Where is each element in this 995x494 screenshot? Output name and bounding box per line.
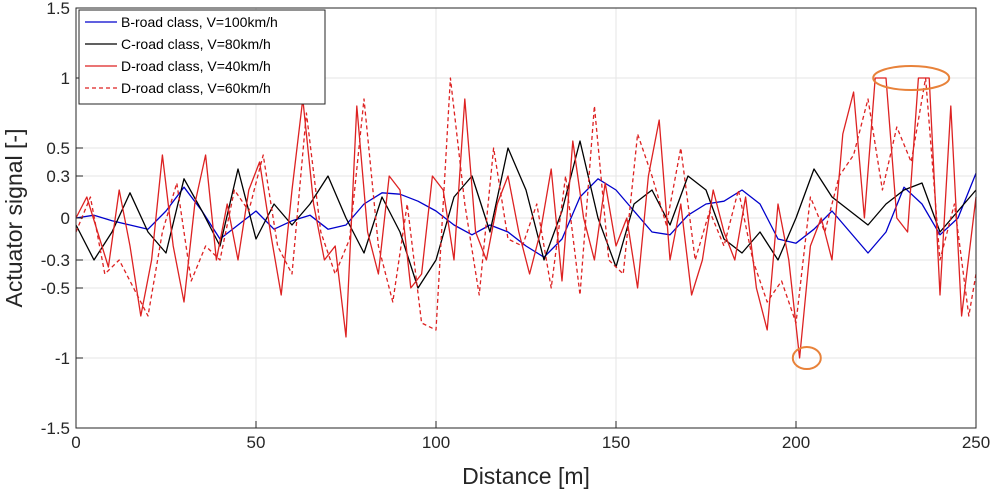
y-tick-label: -0.5 [41, 279, 70, 298]
x-tick-label: 200 [782, 433, 810, 452]
x-tick-labels: 0 50 100 150 200 250 [71, 421, 990, 452]
y-tick-label: 1 [61, 69, 70, 88]
annotation-ellipse [872, 65, 951, 91]
series-line-2 [75, 77, 977, 359]
series-group [75, 77, 977, 359]
y-axis-label: Actuator signal [-] [1, 129, 27, 308]
y-tick-label: 0.3 [46, 167, 70, 186]
series-line-3 [75, 77, 977, 331]
legend: B-road class, V=100km/h C-road class, V=8… [78, 9, 326, 105]
y-tick-label: -1 [55, 349, 70, 368]
y-tick-label: 1.5 [46, 0, 70, 18]
annotation-ellipse [791, 346, 822, 370]
y-tick-label: 0 [61, 209, 70, 228]
x-tick-label: 150 [602, 433, 630, 452]
y-tick-label: -0.3 [41, 251, 70, 270]
legend-label: D-road class, V=40km/h [121, 58, 271, 74]
legend-label: D-road class, V=60km/h [121, 80, 271, 96]
legend-label: C-road class, V=80km/h [121, 36, 271, 52]
annotations-group [791, 65, 951, 370]
x-tick-label: 50 [247, 433, 266, 452]
series-line-0 [75, 172, 977, 258]
x-tick-label: 0 [71, 433, 80, 452]
x-tick-label: 100 [422, 433, 450, 452]
x-axis-label: Distance [m] [462, 463, 590, 489]
y-tick-label: -1.5 [41, 419, 70, 438]
legend-label: B-road class, V=100km/h [121, 14, 278, 30]
series-line-1 [75, 140, 977, 289]
x-tick-label: 250 [962, 433, 990, 452]
y-tick-labels: -1.5 -1 -0.5 -0.3 0 0.3 0.5 1 1.5 [41, 0, 83, 438]
y-tick-label: 0.5 [46, 139, 70, 158]
legend-box [78, 9, 326, 105]
